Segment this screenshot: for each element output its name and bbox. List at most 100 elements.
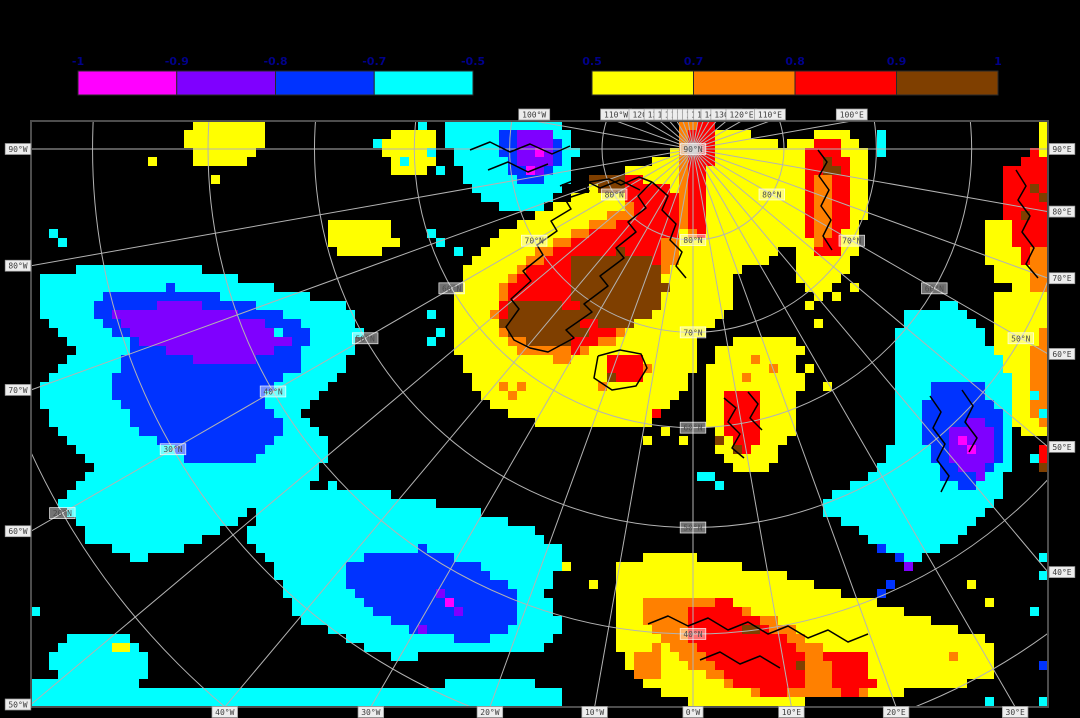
data-cell (1012, 418, 1021, 427)
data-cell (238, 436, 247, 445)
data-cell (490, 616, 499, 625)
data-cell (76, 481, 85, 490)
data-cell (508, 697, 517, 706)
data-cell (112, 508, 121, 517)
data-cell (481, 535, 490, 544)
data-cell (346, 625, 355, 634)
data-cell (553, 364, 562, 373)
data-cell (814, 247, 823, 256)
data-cell (571, 238, 580, 247)
data-cell (454, 328, 463, 337)
data-cell (445, 526, 454, 535)
data-cell (310, 688, 319, 697)
data-cell (427, 589, 436, 598)
data-cell (85, 661, 94, 670)
data-cell (382, 562, 391, 571)
data-cell (238, 373, 247, 382)
data-cell (742, 139, 751, 148)
data-cell (247, 418, 256, 427)
data-cell (391, 688, 400, 697)
data-cell (220, 274, 229, 283)
data-cell (247, 130, 256, 139)
data-cell (382, 238, 391, 247)
data-cell (535, 553, 544, 562)
data-cell (706, 373, 715, 382)
data-cell (436, 697, 445, 706)
data-cell (805, 157, 814, 166)
data-cell (112, 355, 121, 364)
data-cell (706, 418, 715, 427)
data-cell (139, 445, 148, 454)
data-cell (337, 508, 346, 517)
data-cell (481, 373, 490, 382)
data-cell (184, 499, 193, 508)
data-cell (157, 463, 166, 472)
data-cell (1012, 184, 1021, 193)
data-cell (922, 517, 931, 526)
data-cell (931, 463, 940, 472)
data-cell (364, 247, 373, 256)
data-cell (58, 688, 67, 697)
data-cell (715, 310, 724, 319)
data-cell (463, 355, 472, 364)
data-cell (76, 301, 85, 310)
data-cell (202, 409, 211, 418)
data-cell (949, 337, 958, 346)
data-cell (535, 688, 544, 697)
colorbar-positive: 0.5 0.7 0.8 0.9 1 (582, 55, 1002, 96)
data-cell (247, 319, 256, 328)
data-cell (967, 472, 976, 481)
data-cell (904, 328, 913, 337)
data-cell (670, 292, 679, 301)
data-cell (598, 328, 607, 337)
data-cell (1030, 175, 1039, 184)
data-cell (472, 625, 481, 634)
data-cell (85, 292, 94, 301)
data-cell (616, 373, 625, 382)
data-cell (229, 436, 238, 445)
data-cell (544, 184, 553, 193)
data-cell (679, 364, 688, 373)
data-cell (283, 463, 292, 472)
data-cell (454, 301, 463, 310)
data-cell (301, 526, 310, 535)
data-cell (229, 391, 238, 400)
data-cell (877, 490, 886, 499)
data-cell (373, 490, 382, 499)
data-cell (184, 481, 193, 490)
data-cell (256, 400, 265, 409)
data-cell (859, 526, 868, 535)
data-cell (994, 472, 1003, 481)
data-cell (247, 301, 256, 310)
data-cell (733, 130, 742, 139)
data-cell (130, 670, 139, 679)
data-cell (940, 319, 949, 328)
data-cell (211, 427, 220, 436)
data-cell (67, 418, 76, 427)
data-cell (337, 499, 346, 508)
data-cell (1030, 373, 1039, 382)
data-cell (886, 508, 895, 517)
data-cell (481, 346, 490, 355)
data-cell (1039, 292, 1048, 301)
data-cell (265, 454, 274, 463)
data-cell (670, 391, 679, 400)
data-cell (175, 463, 184, 472)
data-cell (382, 607, 391, 616)
data-cell (481, 625, 490, 634)
data-cell (553, 247, 562, 256)
data-cell (409, 598, 418, 607)
data-cell (643, 319, 652, 328)
data-cell (553, 553, 562, 562)
data-cell (931, 310, 940, 319)
data-cell (76, 283, 85, 292)
data-cell (796, 247, 805, 256)
data-cell (643, 337, 652, 346)
data-cell (238, 463, 247, 472)
data-cell (517, 544, 526, 553)
data-cell (544, 688, 553, 697)
data-cell (283, 526, 292, 535)
data-cell (679, 166, 688, 175)
data-cell (1003, 229, 1012, 238)
data-cell (256, 283, 265, 292)
